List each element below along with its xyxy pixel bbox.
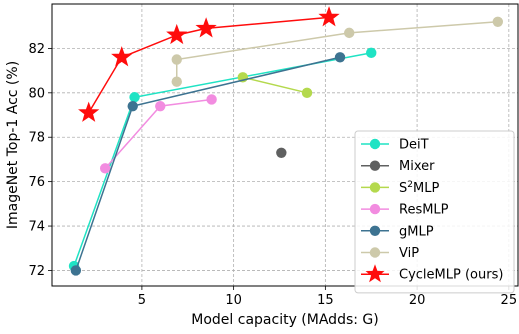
y-tick-label: 82: [28, 42, 45, 57]
legend-marker: [369, 182, 381, 193]
legend-marker: [369, 203, 381, 215]
ticks: 5 10 15 20 25 72 74 76 78 80 82: [28, 42, 517, 308]
data-point: [344, 27, 355, 39]
data-point: [301, 87, 313, 99]
legend-label: DeiT: [399, 138, 429, 153]
series-cyclemlp-ours: [78, 6, 340, 122]
series-line: [75, 56, 341, 271]
data-point: [492, 16, 504, 27]
y-tick-label: 78: [28, 131, 45, 146]
data-point-star: [166, 23, 188, 45]
legend-label: gMLP: [399, 224, 434, 239]
data-point: [127, 100, 138, 112]
data-point: [129, 92, 140, 103]
data-point: [155, 100, 166, 112]
y-tick-label: 72: [28, 264, 45, 279]
series-mixer: [276, 147, 287, 158]
data-point: [206, 94, 217, 105]
legend-label: S2MLP: [399, 180, 439, 196]
legend-label: ViP: [399, 246, 419, 261]
x-tick-label: 20: [409, 293, 426, 308]
data-point: [276, 147, 287, 158]
series-line: [242, 76, 308, 94]
legend-entry: ViP: [361, 246, 419, 261]
series-vip: [171, 16, 504, 87]
legend-box: [354, 130, 515, 294]
plot-frame: [51, 3, 519, 287]
x-tick-label: 15: [317, 293, 334, 308]
data-point: [100, 163, 111, 174]
x-tick-label: 25: [501, 293, 518, 308]
x-axis-label: Model capacity (MAdds: G): [191, 312, 378, 328]
y-tick-label: 76: [28, 175, 45, 190]
legend-marker: [369, 160, 381, 171]
data-point: [70, 265, 82, 276]
data-point: [171, 76, 182, 87]
legend-entry: Mixer: [361, 159, 435, 174]
legend-marker: [369, 247, 381, 258]
data-point-star: [195, 17, 217, 38]
legend-marker: [369, 138, 381, 150]
series-gmlp: [70, 52, 346, 276]
data-point-star: [111, 46, 133, 67]
y-tick-label: 74: [28, 220, 45, 235]
series-layer: [68, 6, 504, 276]
legend: DeiT Mixer S2MLP ResMLP gMLP ViP CycleMLP (our…: [354, 130, 515, 294]
legend-entry: gMLP: [361, 224, 434, 239]
x-tick-label: 10: [225, 293, 242, 308]
legend-label: Mixer: [399, 159, 435, 174]
series-s-mlp: [237, 72, 313, 99]
legend-entry: ResMLP: [361, 203, 449, 218]
y-axis-label: ImageNet Top-1 Acc (%): [5, 61, 21, 229]
data-point: [334, 52, 346, 63]
legend-entry: CycleMLP (ours): [361, 264, 503, 283]
legend-entry: DeiT: [361, 138, 429, 153]
x-tick-label: 5: [138, 293, 146, 308]
legend-marker-star: [365, 264, 385, 283]
data-point: [366, 47, 377, 59]
legend-label: ResMLP: [399, 203, 449, 218]
legend-entry: S2MLP: [361, 180, 439, 196]
legend-marker: [369, 225, 381, 236]
y-tick-label: 80: [28, 86, 45, 101]
data-point-star: [318, 6, 340, 27]
data-point-star: [78, 101, 100, 122]
series-resmlp: [100, 94, 217, 174]
data-point: [171, 54, 182, 65]
series-line: [176, 21, 498, 82]
legend-label: CycleMLP (ours): [399, 268, 503, 283]
